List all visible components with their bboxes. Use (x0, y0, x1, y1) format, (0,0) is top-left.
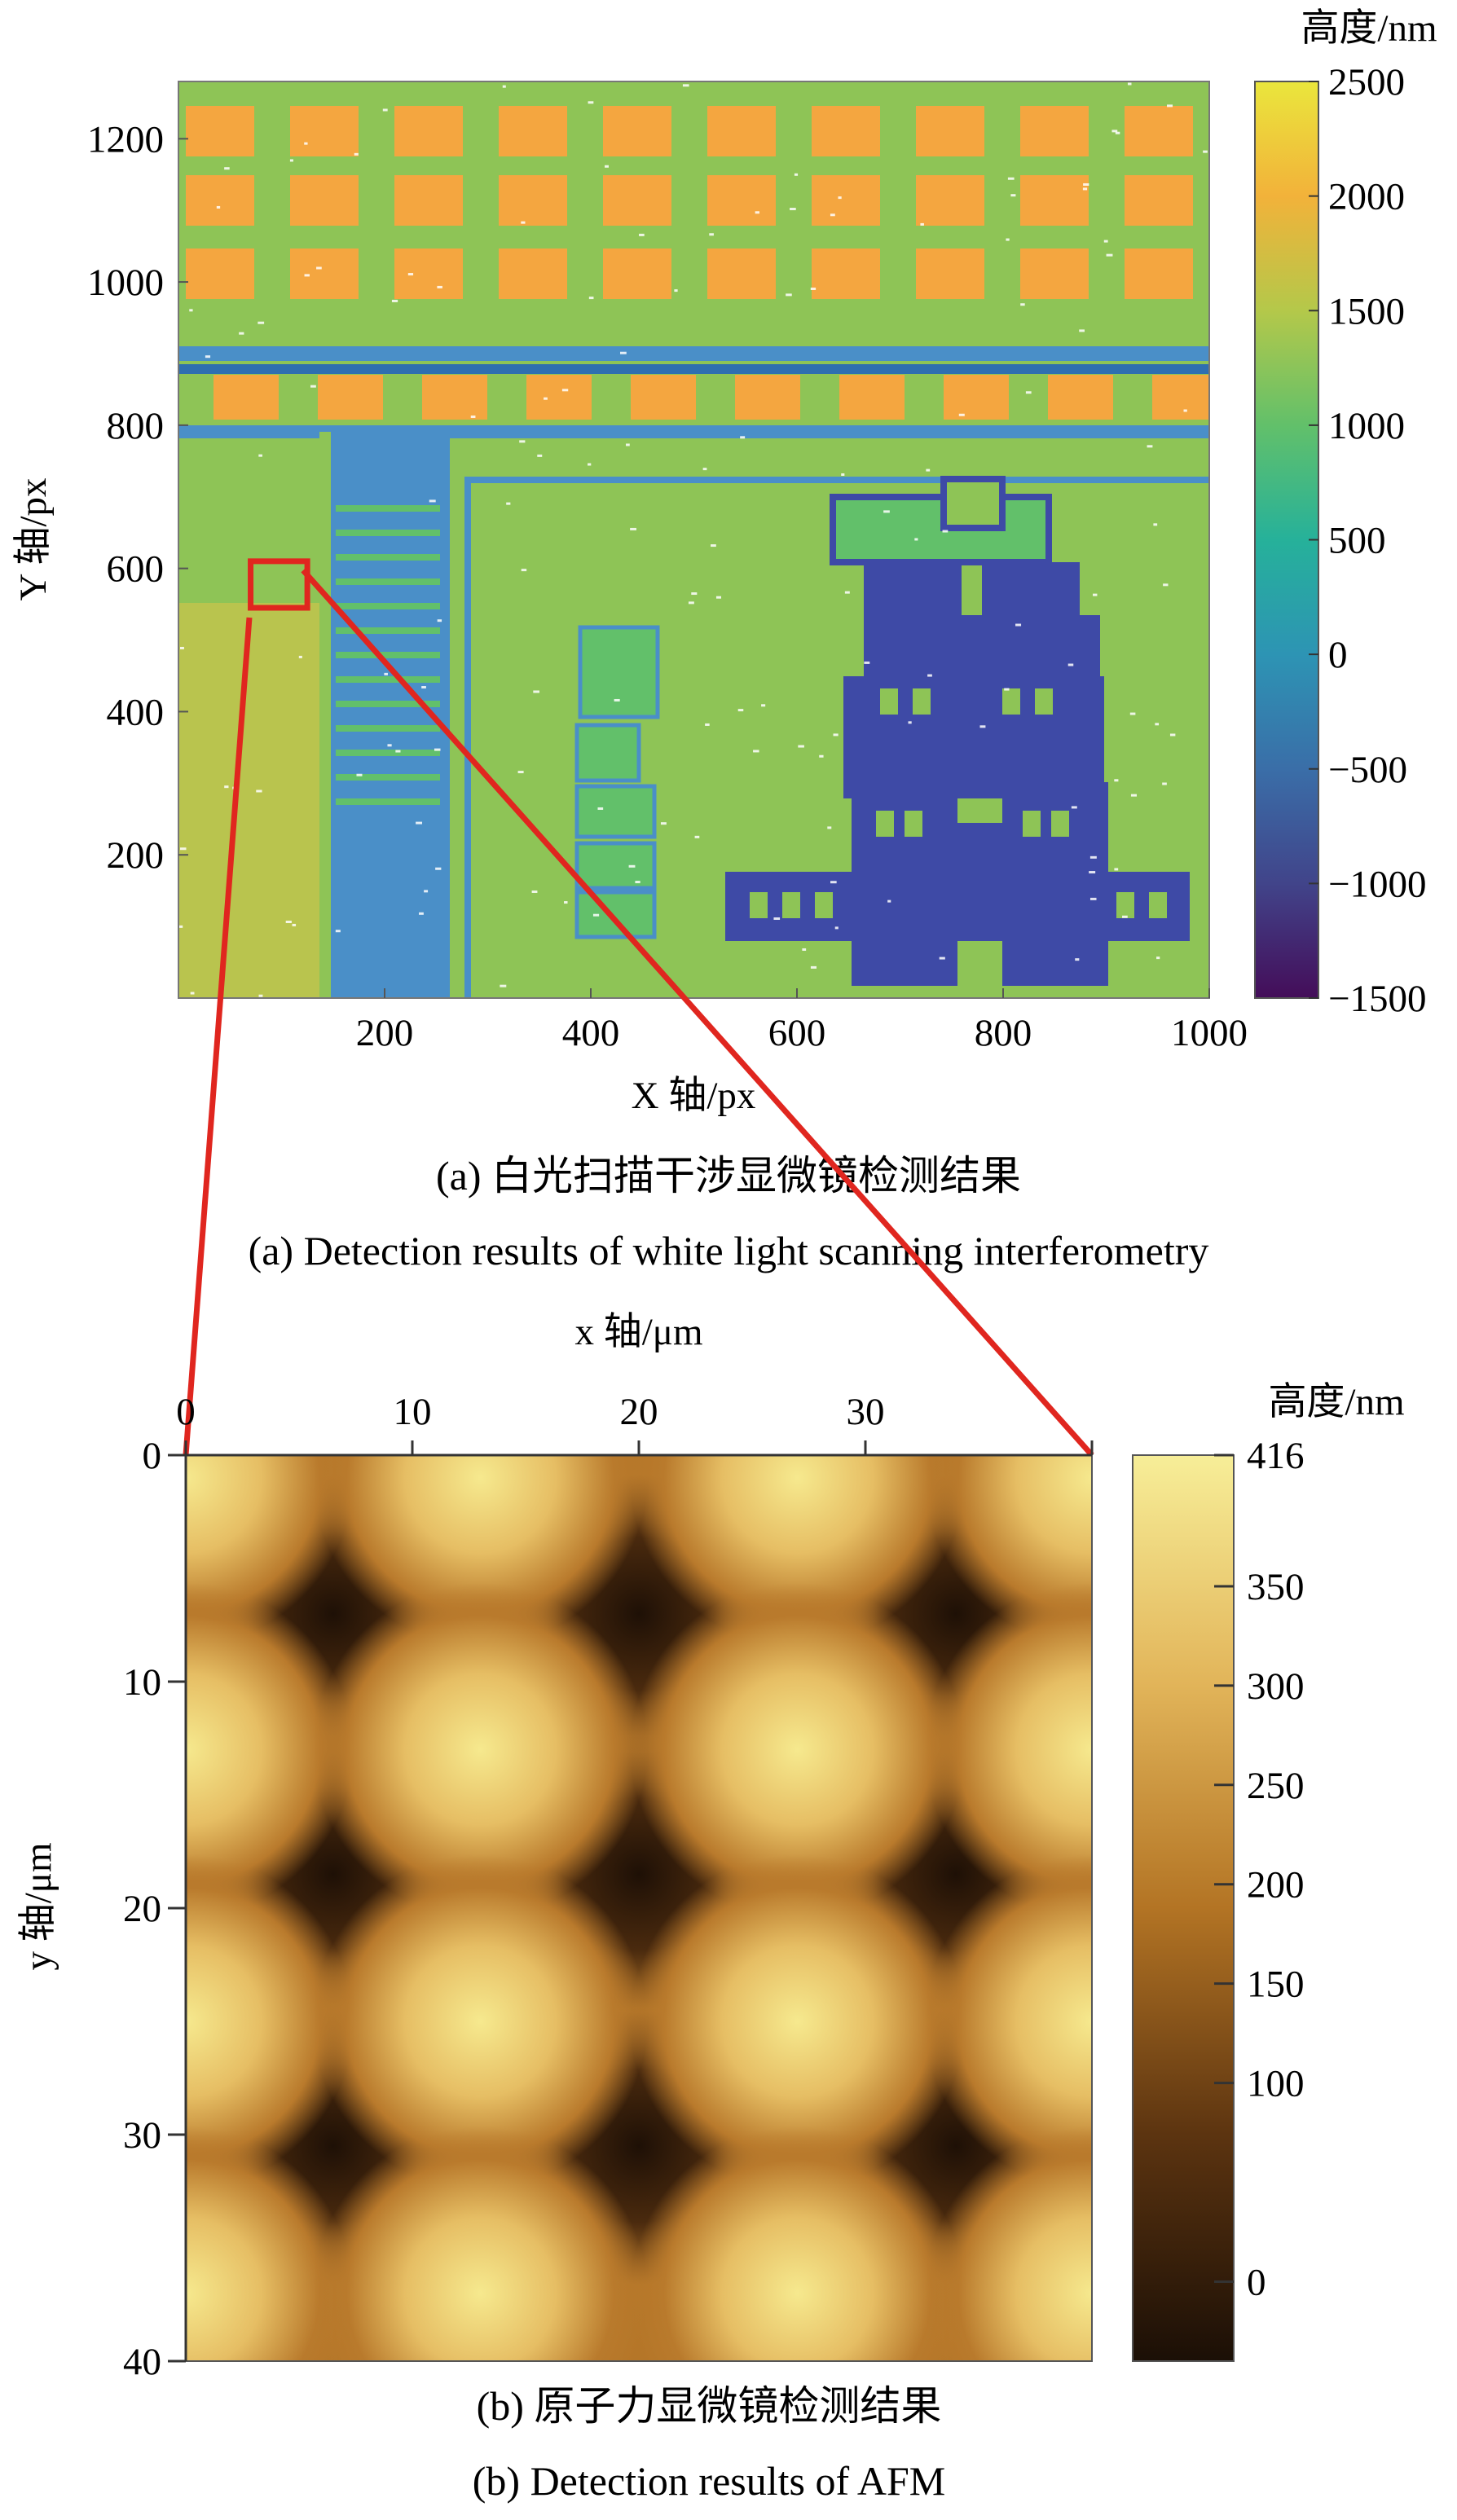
panel-a-colorbar (1254, 81, 1319, 999)
zoom-marker (183, 558, 1094, 1458)
panel-b-colorbar (1132, 1454, 1235, 2362)
panel-a-colorbar-ticks: 2500 2000 1500 1000 500 0 −500 −1000 −1500 (1309, 61, 1427, 1020)
panel-a-xtick-4: 1000 (1171, 1012, 1248, 1054)
surface-specks (178, 82, 1208, 997)
panel-b-ytick-4: 40 (123, 2341, 161, 2383)
panel-a-heatmap (178, 81, 1210, 999)
panel-a-caption-cn: (a) 白光扫描干涉显微镜检测结果 (436, 1153, 1021, 1198)
panel-a-colorbar-tick-6: −500 (1328, 749, 1407, 791)
panel-a-ytick-5: 1200 (87, 118, 164, 161)
panel-b-xtick-3: 30 (847, 1391, 885, 1433)
panel-b-colorbar-label: 高度/nm (1268, 1381, 1404, 1423)
panel-b-ytick-2: 20 (123, 1888, 161, 1930)
panel-a-colorbar-tick-7: −1000 (1328, 863, 1427, 905)
panel-b-colorbar-tick-7: 0 (1247, 2261, 1266, 2303)
panel-b-ytick-3: 30 (123, 2114, 161, 2157)
panel-a-ylabel: Y 轴/px (12, 477, 55, 600)
panel-b-ytick-0: 0 (143, 1435, 162, 1477)
panel-b-colorbar-tick-1: 350 (1247, 1566, 1305, 1608)
panel-b-colorbar-tick-5: 150 (1247, 1964, 1305, 2006)
panel-a-axes: 200 400 600 800 1000 200 400 600 800 1000 1200 (87, 118, 1248, 1054)
device-contacts (750, 688, 1167, 918)
panel-b-xtick-2: 20 (620, 1391, 658, 1433)
panel-a-ytick-0: 200 (107, 834, 165, 877)
panel-b-colorbar-tick-2: 300 (1247, 1665, 1305, 1708)
panel-b-xlabel: x 轴/μm (574, 1311, 702, 1353)
panel-b-xtick-0: 0 (176, 1391, 196, 1433)
panel-b-ylabel: y 轴/μm (17, 1842, 59, 1970)
panel-a-colorbar-label: 高度/nm (1301, 7, 1437, 50)
panel-b-colorbar-tick-4: 200 (1247, 1864, 1305, 1906)
panel-a-colorbar-tick-8: −1500 (1328, 978, 1427, 1020)
pad-array (178, 106, 1209, 998)
panel-a-colorbar-tick-4: 500 (1328, 520, 1386, 562)
panel-b-caption-cn: (b) 原子力显微镜检测结果 (477, 2383, 942, 2429)
panel-a-ytick-2: 600 (107, 548, 165, 591)
panel-b-colorbar-tick-6: 100 (1247, 2063, 1305, 2105)
channel-stripes (336, 505, 440, 805)
panel-a-ytick-4: 1000 (87, 262, 164, 304)
panel-a-colorbar-tick-2: 1500 (1328, 290, 1405, 332)
panel-b-caption-en: (b) Detection results of AFM (473, 2458, 945, 2504)
panel-b-colorbar-ticks: 416 350 300 250 200 150 100 0 (1214, 1435, 1305, 2303)
panel-b-colorbar-tick-0: 416 (1247, 1435, 1305, 1477)
panel-a-ytick-3: 800 (107, 405, 165, 447)
panel-a-colorbar-tick-3: 1000 (1328, 405, 1405, 447)
panel-a-xtick-1: 400 (562, 1012, 620, 1054)
panel-b-heatmap (185, 1454, 1093, 2362)
panel-a-xlabel: X 轴/px (632, 1075, 756, 1117)
panel-a-ytick-1: 400 (107, 691, 165, 733)
panel-a-colorbar-tick-1: 2000 (1328, 176, 1405, 218)
panel-b-axes: 0 10 20 30 0 10 20 30 40 (123, 1391, 1094, 2383)
device-structure (725, 476, 1190, 986)
afm-height-map (186, 1455, 1092, 2361)
panel-a-colorbar-tick-0: 2500 (1328, 61, 1405, 103)
panel-a-xtick-3: 800 (975, 1012, 1032, 1054)
panel-a-xtick-0: 200 (356, 1012, 414, 1054)
panel-a-caption-en: (a) Detection results of white light sca… (249, 1228, 1209, 1273)
panel-b-ytick-1: 10 (123, 1661, 161, 1704)
wli-height-map (178, 81, 1209, 998)
panel-a-colorbar-tick-5: 0 (1328, 634, 1348, 676)
panel-b-xtick-1: 10 (394, 1391, 432, 1433)
panel-a-xtick-2: 600 (768, 1012, 826, 1054)
panel-b-colorbar-tick-3: 250 (1247, 1765, 1305, 1807)
